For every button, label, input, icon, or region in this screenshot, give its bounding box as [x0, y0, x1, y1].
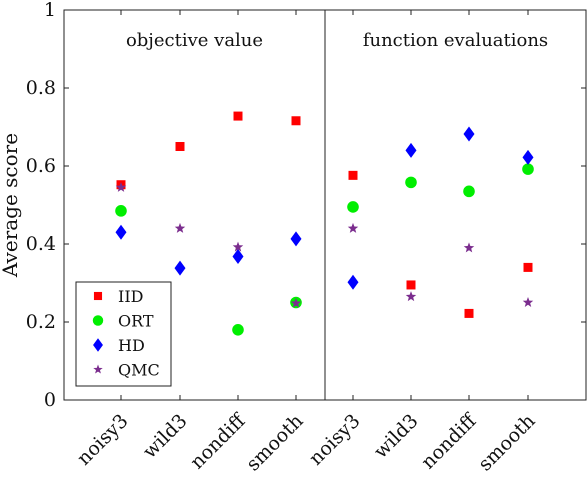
y-tick-label: 0.8	[26, 77, 56, 99]
y-tick-label: 0.6	[26, 155, 56, 177]
y-tick-label: 0.4	[26, 233, 56, 255]
point-ort-nondiff	[463, 185, 475, 198]
point-iid-noisy3	[348, 170, 358, 180]
y-axis-label: Average score	[0, 133, 22, 278]
legend-marker-qmc	[93, 364, 103, 374]
legend-marker-hd	[93, 338, 103, 352]
point-iid-nondiff	[233, 111, 243, 121]
x-tick-label: nondiff	[186, 409, 250, 473]
legend-label-ort: ORT	[118, 312, 154, 331]
legend-label-hd: HD	[118, 336, 145, 355]
point-ort-smooth	[522, 163, 534, 175]
x-tick-label: noisy3	[305, 410, 365, 470]
y-tick-label: 0	[44, 389, 56, 411]
point-ort-wild3	[405, 176, 417, 189]
point-iid-wild3	[175, 142, 185, 151]
point-qmc-smooth	[290, 297, 302, 308]
point-hd-noisy3	[347, 274, 359, 290]
legend-label-qmc: QMC	[118, 361, 160, 380]
point-qmc-wild3	[174, 222, 186, 233]
legend-label-iid: IID	[118, 287, 143, 306]
point-iid-nondiff	[464, 308, 474, 318]
x-tick-label: smooth	[474, 410, 539, 475]
x-tick-label: smooth	[242, 410, 307, 475]
x-tick-label: wild3	[139, 410, 192, 463]
x-tick-label: noisy3	[73, 410, 133, 470]
legend-marker-iid	[93, 291, 103, 301]
point-hd-nondiff	[232, 248, 244, 264]
point-ort-noisy3	[347, 201, 359, 213]
x-tick-label: nondiff	[417, 409, 481, 473]
point-iid-wild3	[406, 280, 416, 290]
point-qmc-wild3	[405, 291, 417, 302]
point-qmc-noisy3	[115, 181, 127, 192]
point-hd-nondiff	[463, 126, 475, 142]
point-qmc-smooth	[522, 297, 534, 307]
point-hd-wild3	[405, 142, 417, 158]
legend: IID ORT HD QMC	[75, 281, 172, 387]
point-hd-wild3	[174, 260, 186, 276]
legend-marker-ort	[92, 315, 104, 326]
x-tick-label: wild3	[370, 410, 423, 463]
point-qmc-noisy3	[347, 222, 359, 233]
panel-title: function evaluations	[363, 30, 548, 51]
y-tick-label: 0.2	[26, 311, 56, 333]
point-ort-noisy3	[115, 205, 127, 217]
point-qmc-nondiff	[232, 241, 244, 252]
panel-title: objective value	[126, 30, 263, 51]
point-hd-smooth	[522, 149, 534, 165]
point-iid-smooth	[523, 262, 533, 272]
legend-box	[75, 281, 172, 387]
point-hd-smooth	[290, 231, 302, 247]
point-iid-smooth	[291, 116, 301, 126]
point-hd-noisy3	[115, 224, 127, 240]
point-ort-nondiff	[232, 324, 244, 336]
point-qmc-nondiff	[463, 242, 475, 253]
y-tick-label: 1	[44, 0, 56, 21]
data-points	[115, 111, 534, 336]
